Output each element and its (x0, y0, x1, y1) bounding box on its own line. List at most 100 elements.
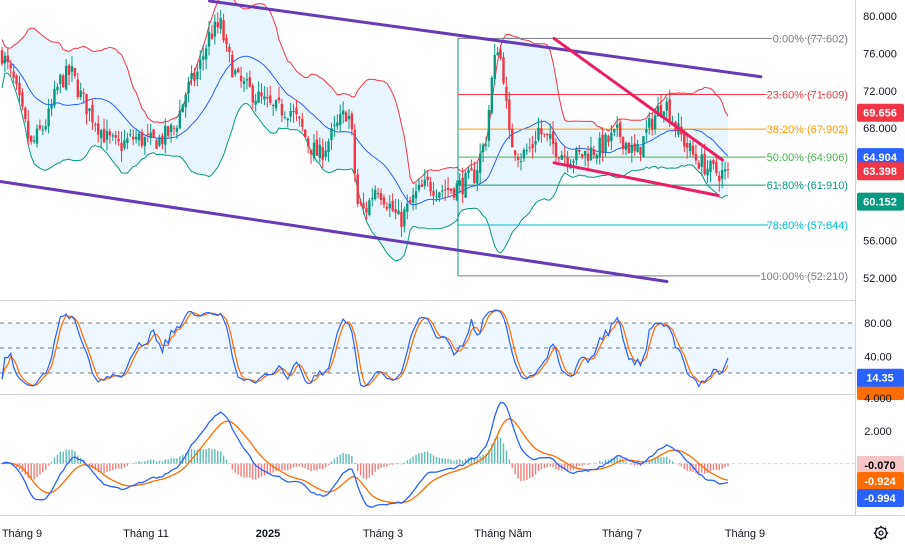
macd-histogram-bar (289, 463, 292, 469)
fib-level-label: 23.60% (71.609) (767, 89, 848, 101)
macd-histogram-bar (508, 459, 511, 464)
macd-histogram-bar (450, 459, 452, 464)
candle (321, 138, 324, 169)
macd-histogram-bar (231, 463, 234, 470)
macd-histogram-bar (631, 463, 633, 465)
svg-text:64.904: 64.904 (863, 152, 898, 164)
macd-histogram-bar (680, 463, 683, 467)
candle (190, 65, 193, 86)
macd-histogram-bar (94, 463, 97, 471)
candle (341, 101, 345, 124)
trendlines[interactable] (0, 0, 763, 284)
macd-histogram-bar (415, 454, 417, 464)
svg-text:60.152: 60.152 (863, 197, 897, 209)
macd-histogram-bar (141, 461, 143, 464)
price-axis[interactable]: 80.00076.00072.00068.00064.00060.00056.0… (857, 11, 904, 507)
candle (531, 135, 534, 159)
gear-icon[interactable] (873, 525, 889, 541)
candle (15, 74, 18, 91)
macd-histogram-bar (549, 463, 551, 467)
candle (79, 82, 82, 100)
macd-histogram-bar (543, 463, 546, 469)
macd-histogram-bar (377, 463, 379, 470)
time-axis[interactable]: Tháng 9 Tháng 11 2025 Tháng 3 Tháng Năm Tháng… (2, 528, 765, 540)
wedge-lower-line[interactable] (552, 161, 720, 198)
macd-histogram-bar (103, 463, 105, 474)
macd-histogram-bar (196, 449, 199, 464)
candle (516, 153, 520, 168)
candle (172, 125, 176, 136)
macd-histogram-bar (616, 457, 618, 464)
candle (385, 201, 389, 212)
macd-histogram-bar (167, 459, 169, 464)
macd-histogram-bar (208, 448, 210, 464)
macd-histogram-bar (529, 463, 531, 479)
candle (91, 98, 94, 130)
candle (726, 162, 730, 179)
macd-histogram-bar (514, 463, 516, 475)
candle (359, 198, 362, 207)
candle (470, 159, 473, 171)
candle (225, 34, 228, 52)
macd-histogram-bar (432, 455, 435, 464)
fib-level-label: 100.00% (52.210) (761, 271, 848, 283)
macd-histogram-bar (663, 457, 665, 464)
channel-lower-line[interactable] (0, 179, 669, 284)
candle (292, 104, 295, 123)
macd-histogram-bar (537, 463, 540, 472)
candle (642, 136, 645, 158)
macd-panel (0, 401, 855, 508)
macd-histogram-bar (394, 463, 397, 465)
macd-histogram-bar (295, 463, 298, 467)
bollinger-fill (2, 0, 728, 261)
candle (601, 127, 604, 162)
candle (476, 161, 479, 192)
macd-histogram-bar (339, 454, 341, 464)
macd-histogram-bar (263, 463, 266, 476)
candle (709, 159, 712, 182)
channel-upper-line[interactable] (207, 0, 763, 79)
macd-histogram-bar (389, 463, 391, 466)
candle (578, 145, 581, 156)
candle (537, 117, 540, 142)
macd-histogram-bar (459, 459, 461, 464)
candle (639, 146, 642, 162)
macd-histogram-bar (698, 463, 700, 475)
candle (76, 72, 80, 100)
macd-histogram-bar (164, 459, 166, 464)
macd-histogram-bar (633, 463, 636, 466)
macd-histogram-bar (56, 454, 59, 464)
fibonacci-retracement[interactable]: 0.00% (77.602) 23.60% (71.609) 38.20% (67.… (457, 32, 850, 284)
candle (543, 133, 546, 138)
macd-histogram-bar (526, 463, 528, 480)
wedge-upper-line[interactable] (552, 36, 724, 162)
fib-level-label: 50.00% (64.906) (767, 152, 848, 164)
macd-histogram-bar (333, 458, 336, 464)
macd-histogram-bar (345, 453, 347, 464)
macd-histogram-bar (357, 463, 359, 472)
candle (581, 153, 584, 160)
macd-histogram-bar (36, 463, 38, 478)
macd-histogram-bar (80, 457, 82, 464)
macd-histogram-bar (12, 463, 15, 466)
macd-histogram-bar (304, 463, 306, 469)
candle (304, 128, 307, 138)
candle (102, 118, 106, 143)
candle (97, 115, 100, 143)
macd-histogram-bar (470, 457, 473, 464)
macd-histogram-bar (386, 463, 388, 467)
macd-histogram-bar (62, 451, 64, 464)
candle (21, 88, 24, 111)
macd-histogram-bar (418, 453, 420, 464)
macd-histogram-bar (190, 448, 193, 464)
macd-histogram-bar (709, 463, 712, 472)
candle (3, 52, 7, 72)
candle (414, 183, 418, 210)
candle (464, 170, 467, 199)
macd-histogram-bar (359, 463, 362, 476)
macd-histogram-bar (552, 463, 554, 468)
macd-histogram-bar (374, 463, 376, 472)
macd-histogram-bar (564, 463, 566, 471)
macd-histogram-bar (712, 463, 715, 470)
macd-histogram-bar (426, 451, 429, 464)
